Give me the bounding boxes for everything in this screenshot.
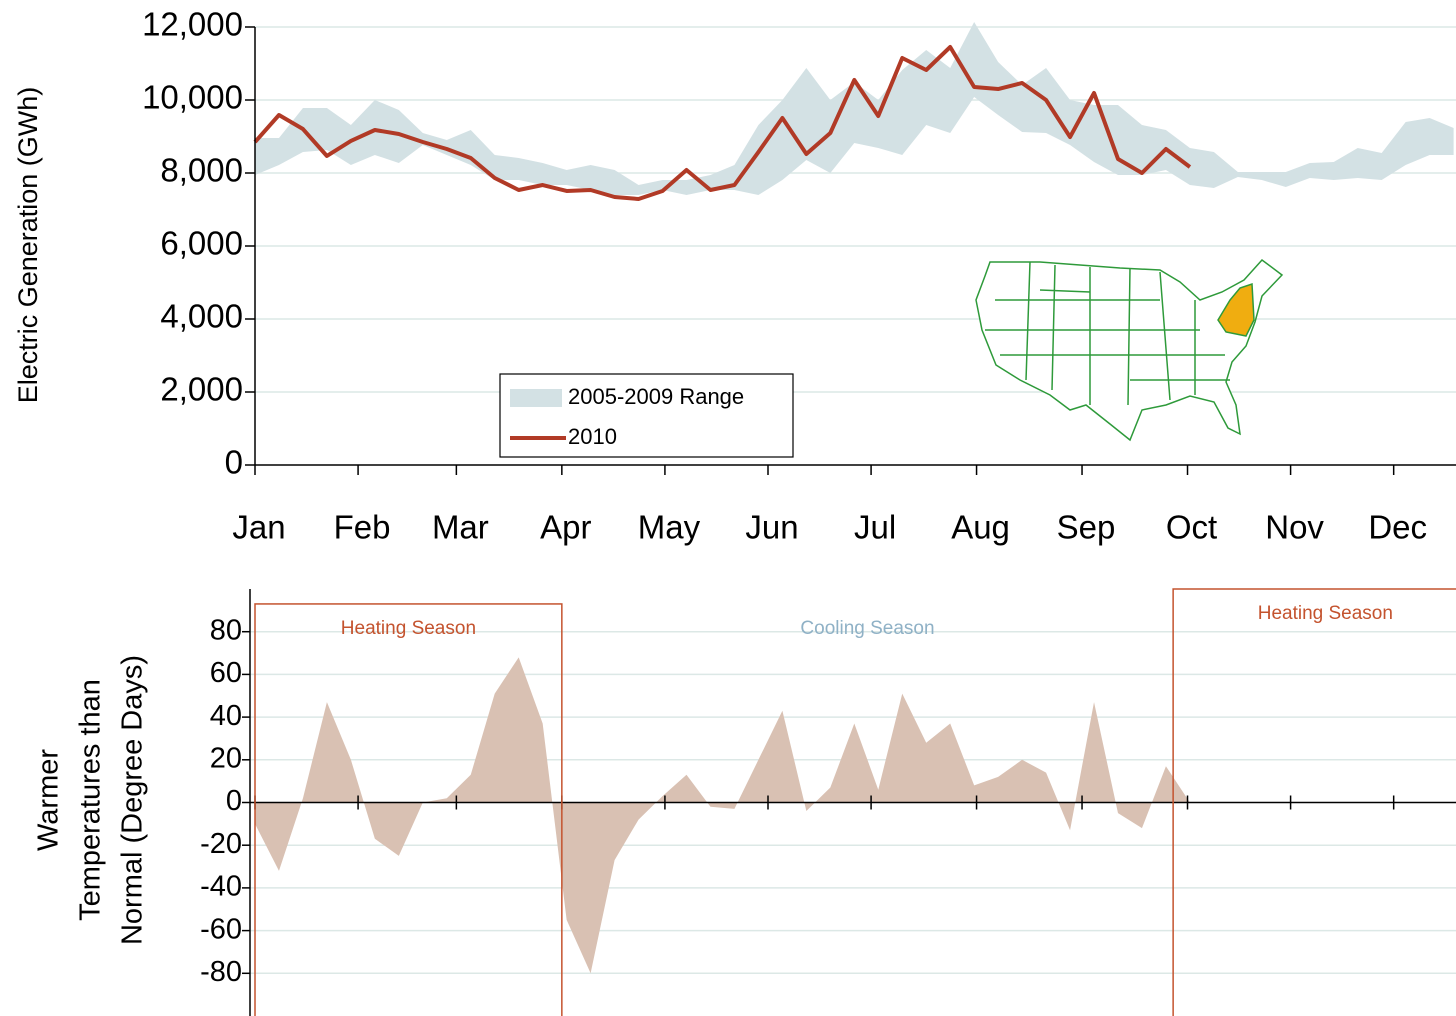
y-axis-label: Normal (Degree Days) <box>117 655 149 945</box>
x-tick-label: Mar <box>432 509 489 546</box>
state-lines <box>985 261 1230 406</box>
season-box <box>1172 588 1456 1016</box>
y-tick-label: 80 <box>210 614 242 646</box>
y-tick-label: -80 <box>200 956 242 988</box>
legend-swatch <box>510 389 562 407</box>
highlighted-region <box>1217 282 1255 337</box>
x-tick-label: Oct <box>1166 509 1217 546</box>
y-tick-label: 60 <box>210 657 242 689</box>
y-tick-label: 0 <box>226 785 242 817</box>
y-tick-label: -60 <box>200 913 242 945</box>
x-tick-label: Feb <box>334 509 391 546</box>
season-label: Heating Season <box>341 618 476 639</box>
y-tick-label: 6,000 <box>160 225 243 262</box>
line-2010 <box>253 45 1192 201</box>
y-tick-label: 10,000 <box>142 79 243 116</box>
y-axis-label: Warmer <box>33 749 65 851</box>
x-tick-label: Jul <box>854 509 896 546</box>
x-tick-label: May <box>638 509 701 546</box>
y-axis-label: Electric Generation (GWh) <box>13 87 43 404</box>
legend-label: 2010 <box>568 424 617 449</box>
x-tick-label: Aug <box>951 509 1010 546</box>
x-tick-label: Apr <box>540 509 591 546</box>
us-map <box>975 258 1284 442</box>
y-tick-label: -40 <box>200 871 242 903</box>
y-tick-label: 8,000 <box>160 152 243 189</box>
y-tick-label: 0 <box>225 444 243 481</box>
x-tick-label: Jan <box>232 509 285 546</box>
x-tick-label: Nov <box>1265 509 1324 546</box>
range-band <box>255 21 1454 196</box>
season-label: Heating Season <box>1258 603 1393 624</box>
y-tick-label: 4,000 <box>160 298 243 335</box>
y-tick-label: 2,000 <box>160 371 243 408</box>
season-box <box>254 603 563 1016</box>
x-tick-label: Sep <box>1057 509 1116 546</box>
x-tick-label: Jun <box>745 509 798 546</box>
y-tick-label: 20 <box>210 742 242 774</box>
x-tick-label: Dec <box>1368 509 1427 546</box>
season-label: Cooling Season <box>800 618 934 639</box>
temperature-area <box>255 657 1190 974</box>
y-tick-label: -20 <box>200 828 242 860</box>
legend-label: 2005-2009 Range <box>568 384 744 409</box>
y-tick-label: 12,000 <box>142 6 243 43</box>
y-tick-label: 40 <box>210 700 242 732</box>
legend-box <box>499 373 794 458</box>
y-axis-label: Temperatures than <box>75 679 107 921</box>
